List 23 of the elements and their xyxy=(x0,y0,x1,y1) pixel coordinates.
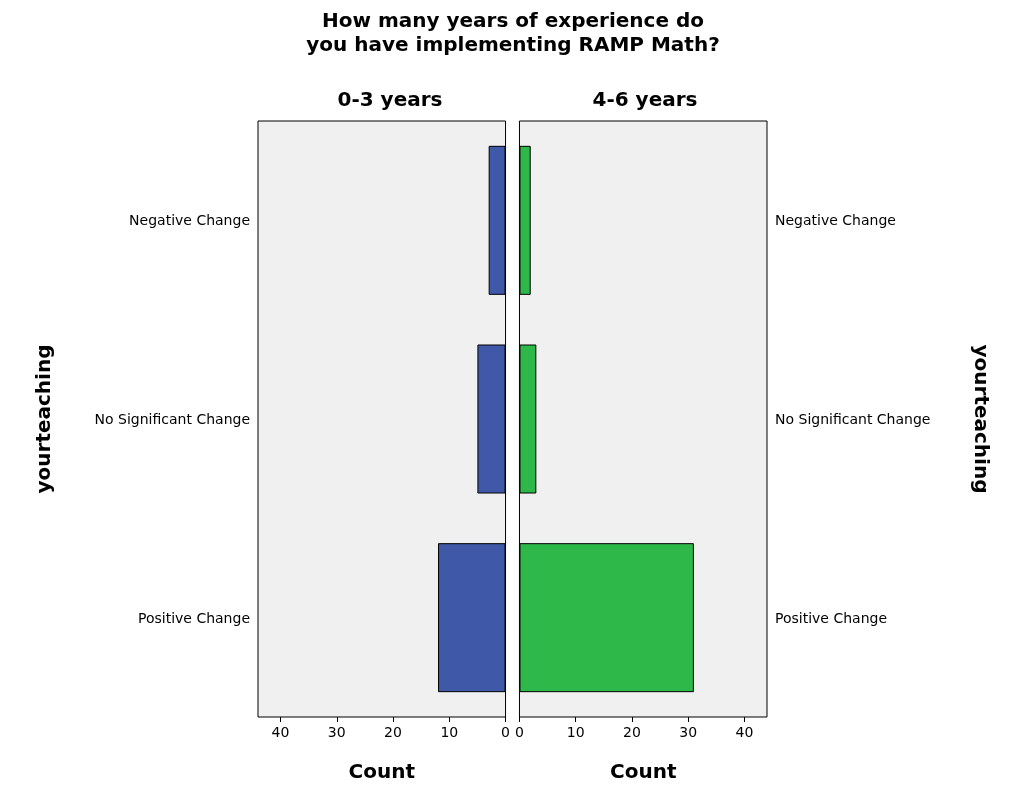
x-tick-label: 40 xyxy=(271,724,290,740)
chart-subtitle: 0-3 years xyxy=(337,87,443,111)
y-tick-label: Positive Change xyxy=(775,609,888,626)
y-tick-label: No Significant Change xyxy=(775,411,931,427)
x-tick-label: 10 xyxy=(440,724,459,740)
x-axis-title: Count xyxy=(348,759,416,783)
chart-title: How many years of experience do you have implementing RAMP Math? xyxy=(305,8,721,56)
y-tick-label: No Significant Change xyxy=(94,411,250,427)
y-tick-label: Negative Change xyxy=(775,212,896,229)
x-tick-label: 20 xyxy=(623,724,641,740)
x-tick-label: 0 xyxy=(514,724,524,740)
x-tick-label: 30 xyxy=(679,724,698,740)
y-axis-title: yourteaching xyxy=(31,344,55,494)
x-tick-label: 10 xyxy=(566,724,585,740)
y2-axis-title: yourteaching xyxy=(970,344,994,494)
x-tick-label: 40 xyxy=(735,724,754,740)
x-tick-label: 30 xyxy=(327,724,346,740)
chart-subtitle: 4-6 years xyxy=(592,87,698,111)
y-tick-label: Negative Change xyxy=(129,212,250,229)
x-axis-title: Count xyxy=(609,759,677,783)
x-tick-label: 0 xyxy=(501,724,511,740)
y-tick-label: Positive Change xyxy=(137,609,250,626)
x-tick-label: 20 xyxy=(384,724,402,740)
